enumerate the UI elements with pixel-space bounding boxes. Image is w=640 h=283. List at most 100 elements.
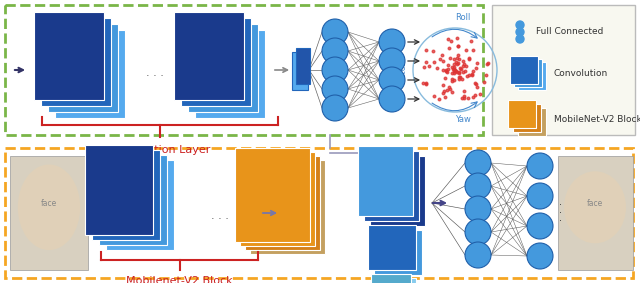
Point xyxy=(463,96,473,101)
Point xyxy=(442,88,452,93)
Point xyxy=(472,85,482,90)
Text: .: . xyxy=(559,205,563,215)
Point xyxy=(440,76,450,81)
Bar xyxy=(10,156,88,270)
Text: face: face xyxy=(587,200,603,208)
Point xyxy=(449,65,460,70)
Point xyxy=(421,81,431,85)
Point xyxy=(445,56,455,60)
Bar xyxy=(188,24,258,112)
Bar xyxy=(374,230,422,275)
Bar xyxy=(240,152,315,246)
Bar xyxy=(518,108,546,136)
Point xyxy=(449,67,460,71)
Point xyxy=(467,73,477,78)
Point xyxy=(479,80,489,84)
Text: .: . xyxy=(538,211,542,224)
Circle shape xyxy=(379,86,405,112)
Point xyxy=(459,93,469,98)
Point xyxy=(421,48,431,52)
Point xyxy=(438,58,449,63)
Point xyxy=(468,48,478,52)
Point xyxy=(447,65,457,69)
Text: .: . xyxy=(538,205,542,218)
Text: Yaw: Yaw xyxy=(455,115,471,124)
Bar xyxy=(364,151,419,221)
Point xyxy=(471,66,481,70)
Point xyxy=(452,70,463,74)
Point xyxy=(451,56,461,60)
Bar xyxy=(174,12,244,100)
Circle shape xyxy=(516,21,524,29)
Point xyxy=(435,57,445,62)
Point xyxy=(418,80,428,85)
Point xyxy=(452,61,462,66)
Point xyxy=(437,53,447,57)
Bar xyxy=(34,12,104,100)
Bar xyxy=(358,146,413,216)
Circle shape xyxy=(527,153,553,179)
Point xyxy=(442,69,452,74)
Bar xyxy=(292,52,308,90)
Point xyxy=(453,53,463,57)
Point xyxy=(432,65,442,70)
Point xyxy=(449,62,460,66)
Point xyxy=(454,71,464,76)
Point xyxy=(424,64,435,68)
Circle shape xyxy=(379,48,405,74)
Point xyxy=(442,70,452,74)
Point xyxy=(441,68,451,72)
Point xyxy=(453,60,463,65)
Ellipse shape xyxy=(564,171,626,243)
Text: .: . xyxy=(559,197,563,207)
Point xyxy=(446,39,456,43)
Point xyxy=(453,43,463,48)
Point xyxy=(439,89,449,93)
Point xyxy=(458,70,468,75)
Point xyxy=(470,82,481,87)
Circle shape xyxy=(322,76,348,102)
Circle shape xyxy=(379,29,405,55)
Point xyxy=(461,64,472,68)
Point xyxy=(428,49,438,54)
Point xyxy=(447,79,457,83)
Circle shape xyxy=(516,28,524,36)
Bar xyxy=(99,155,167,245)
Point xyxy=(483,61,493,65)
Point xyxy=(438,83,448,87)
Point xyxy=(458,64,468,68)
Point xyxy=(447,90,457,95)
Point xyxy=(481,73,492,77)
Point xyxy=(447,76,457,81)
Bar xyxy=(518,62,546,90)
Point xyxy=(454,77,464,82)
Point xyxy=(449,71,460,76)
Circle shape xyxy=(322,95,348,121)
Bar xyxy=(296,48,310,84)
Point xyxy=(452,36,462,40)
Text: Convolution: Convolution xyxy=(554,70,608,78)
Point xyxy=(467,39,477,43)
Point xyxy=(459,95,469,100)
Bar xyxy=(245,156,320,250)
Point xyxy=(462,74,472,78)
Bar xyxy=(48,24,118,112)
Circle shape xyxy=(322,57,348,83)
Point xyxy=(444,67,454,71)
Point xyxy=(460,88,470,93)
Text: MobileNet-V2 Block: MobileNet-V2 Block xyxy=(554,115,640,125)
Bar xyxy=(368,225,416,270)
Point xyxy=(438,91,448,95)
Text: Roll: Roll xyxy=(455,13,470,22)
Circle shape xyxy=(527,213,553,239)
Text: Pitch: Pitch xyxy=(399,60,408,80)
Circle shape xyxy=(465,219,491,245)
Point xyxy=(455,75,465,80)
Bar xyxy=(235,148,310,242)
Circle shape xyxy=(465,173,491,199)
Point xyxy=(437,68,447,73)
Text: face: face xyxy=(41,200,57,208)
Point xyxy=(450,68,460,72)
Point xyxy=(449,78,460,82)
Bar xyxy=(181,18,251,106)
